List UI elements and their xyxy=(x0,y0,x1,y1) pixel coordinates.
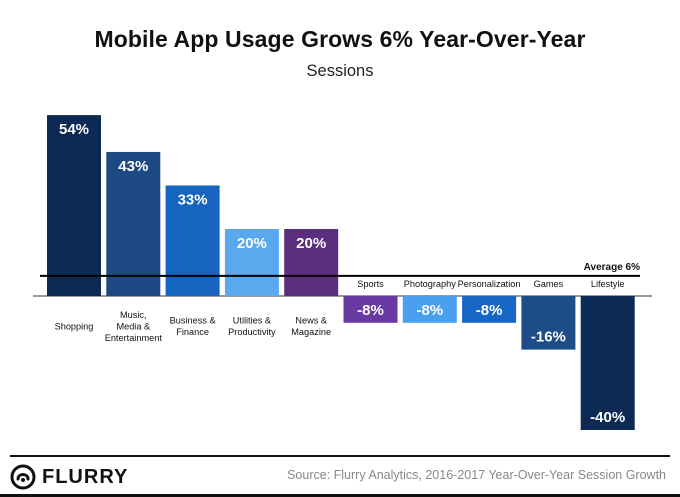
bar xyxy=(580,296,635,430)
category-label: Sports xyxy=(357,279,384,289)
bar-value-label: 20% xyxy=(237,235,267,252)
bar-chart: 54% Shopping 43% Music, Media & Entertainment… xyxy=(33,115,652,430)
category-label: Lifestyle xyxy=(591,279,625,289)
source-note: Source: Flurry Analytics, 2016-2017 Year… xyxy=(287,468,666,482)
footer-rule xyxy=(10,455,670,457)
flurry-logo: FLURRY xyxy=(10,464,128,490)
bar xyxy=(343,296,398,323)
bar-value-label: 20% xyxy=(296,235,326,252)
bar-value-label: -40% xyxy=(590,409,625,426)
category-label: Music, Media & Entertainment xyxy=(105,310,163,343)
chart-title: Mobile App Usage Grows 6% Year-Over-Year xyxy=(94,26,586,52)
bar xyxy=(521,296,576,350)
bar-value-label: -16% xyxy=(531,329,566,346)
bar xyxy=(165,185,220,296)
chart-subtitle: Sessions xyxy=(306,62,374,80)
category-label: Personalization xyxy=(458,279,521,289)
bar xyxy=(106,151,161,296)
bar-value-label: 33% xyxy=(178,191,208,208)
category-label: Photography xyxy=(404,279,457,289)
category-label: Utilities & Productivity xyxy=(228,316,276,338)
bar xyxy=(47,115,101,296)
bar-value-label: 54% xyxy=(59,121,89,138)
footer: FLURRY Source: Flurry Analytics, 2016-20… xyxy=(0,455,680,497)
bar-value-label: -8% xyxy=(476,302,503,319)
bar xyxy=(462,296,517,323)
flurry-logo-icon xyxy=(10,464,36,490)
footer-bottom-rule xyxy=(0,494,680,497)
bar xyxy=(284,229,339,296)
bar xyxy=(224,229,279,296)
category-label: Shopping xyxy=(55,321,94,331)
average-label: Average 6% xyxy=(584,262,640,273)
bar-value-label: 43% xyxy=(118,158,148,175)
bar xyxy=(402,296,457,323)
category-label: Business & Finance xyxy=(170,316,216,338)
logo-wordmark: FLURRY xyxy=(42,465,129,488)
category-label: News & Magazine xyxy=(291,316,331,338)
bar-value-label: -8% xyxy=(357,302,384,319)
category-label: Games xyxy=(534,279,564,289)
bar-value-label: -8% xyxy=(416,302,443,319)
